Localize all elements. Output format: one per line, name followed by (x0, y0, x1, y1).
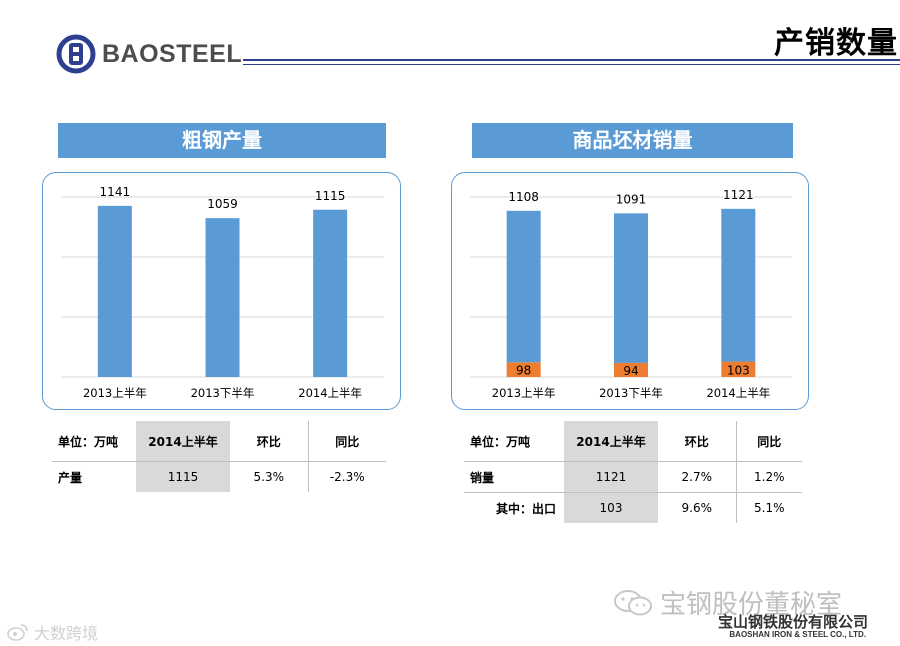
table-header-row: 单位：万吨 2014上半年 环比 同比 (52, 421, 386, 462)
company-name-en: BAOSHAN IRON & STEEL CO., LTD. (729, 630, 866, 639)
wechat-text: 宝钢股份董秘室 (660, 590, 843, 620)
weibo-text: 大数跨境 (34, 624, 99, 643)
row-label: 其中：出口 (495, 501, 556, 516)
brand-logo: BAOSTEEL (56, 34, 242, 74)
column-header: 同比 (735, 421, 802, 462)
bar (614, 362, 648, 377)
category-label: 2013上半年 (492, 386, 556, 400)
table-row: 销量 1121 2.7% 1.2% (464, 461, 802, 493)
bar (506, 362, 541, 377)
row-label: 销量 (470, 470, 495, 485)
company-name-cn: 宝山钢铁股份有限公司 (717, 613, 868, 631)
page-title: 产销数量 (774, 26, 898, 61)
data-label: 1108 (508, 190, 539, 204)
crude-steel-table: 单位：万吨 2014上半年 环比 同比 产量 1115 5.3% -2.3% (52, 421, 386, 492)
table-cell: 1.2% (735, 461, 802, 493)
category-label: 2014上半年 (298, 386, 362, 400)
column-header: 2014上半年 (564, 421, 658, 462)
brand-name: BAOSTEEL (102, 39, 243, 68)
table-cell: 1115 (136, 461, 230, 492)
table-row: 产量 1115 5.3% -2.3% (52, 461, 386, 492)
data-label: 1115 (315, 189, 346, 203)
table-cell: 1121 (564, 461, 658, 493)
wechat-watermark: 宝钢股份董秘室 (612, 584, 842, 621)
unit-label: 单位：万吨 (470, 434, 531, 449)
wechat-icon (614, 589, 652, 615)
commodity-sales-table: 单位：万吨 2014上半年 环比 同比 销量 1121 2.7% 1.2% 其中… (464, 421, 802, 523)
data-label: 1121 (723, 188, 754, 202)
table-cell: 103 (564, 492, 658, 523)
column-header: 环比 (256, 434, 281, 449)
column-header: 同比 (307, 421, 386, 462)
table-header-row: 单位：万吨 2014上半年 环比 同比 (464, 421, 802, 462)
section-title-commodity-sales: 商品坯材销量 (472, 123, 793, 158)
segment-label: 98 (516, 364, 531, 378)
category-label: 2013下半年 (599, 386, 663, 400)
weibo-watermark: 大数跨境 (6, 620, 98, 644)
chart-svg: 1141 2013上半年 1059 2013下半年 1115 2014上半年 (61, 185, 384, 400)
table-cell: -2.3% (307, 461, 386, 492)
column-header: 环比 (684, 434, 709, 449)
chart-svg: 1108 98 2013上半年 1091 94 2013下半年 1121 103 2014上半年 (470, 188, 792, 400)
data-label: 1059 (207, 197, 238, 211)
header-rule-thin (243, 64, 900, 65)
bar (614, 213, 648, 363)
bar (721, 208, 756, 362)
commodity-sales-chart: 1108 98 2013上半年 1091 94 2013下半年 1121 103 2014上半年 (451, 172, 809, 410)
unit-label: 单位：万吨 (58, 434, 119, 449)
weibo-icon (7, 624, 28, 641)
category-label: 2013上半年 (83, 386, 147, 400)
segment-label: 103 (727, 363, 750, 377)
data-label: 1141 (100, 185, 131, 199)
row-label: 产量 (58, 470, 83, 485)
table-row: 其中：出口 103 9.6% 5.1% (464, 492, 802, 523)
bar (97, 205, 132, 377)
table-cell: 2.7% (681, 470, 713, 484)
baosteel-logo-icon (56, 34, 96, 74)
table-cell: 5.3% (253, 470, 285, 484)
category-label: 2013下半年 (191, 386, 255, 400)
bar (313, 209, 348, 377)
table-cell: 5.1% (735, 492, 802, 523)
data-label: 1091 (616, 192, 647, 206)
segment-label: 94 (623, 364, 638, 378)
category-label: 2014上半年 (706, 386, 770, 400)
crude-steel-chart: 1141 2013上半年 1059 2013下半年 1115 2014上半年 (42, 172, 401, 410)
bar (721, 361, 756, 377)
section-title-crude-steel: 粗钢产量 (58, 123, 386, 158)
header-rule (243, 59, 900, 61)
column-header: 2014上半年 (136, 421, 230, 462)
bar (205, 218, 240, 377)
bar (506, 210, 541, 363)
table-cell: 9.6% (681, 501, 713, 515)
